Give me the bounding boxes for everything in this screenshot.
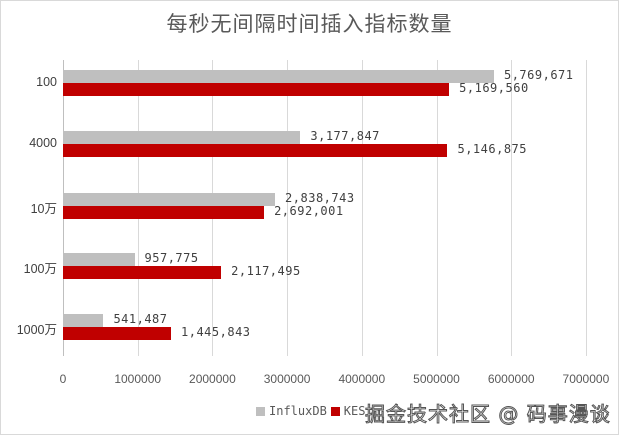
bar-kes [63, 83, 450, 96]
bar-kes [63, 144, 448, 157]
data-label: 2,117,495 [231, 264, 301, 278]
bar-influxdb [63, 193, 276, 206]
x-tick-label: 1000000 [114, 372, 162, 386]
bar-influxdb [63, 131, 301, 144]
data-label: 5,146,875 [457, 142, 527, 156]
x-tick-label: 5000000 [413, 372, 460, 386]
legend-item-kes: KES [330, 404, 366, 418]
gridline [511, 60, 513, 356]
x-tick-label: 7000000 [562, 372, 610, 386]
x-tick-label: 3000000 [263, 372, 311, 386]
data-label: 541,487 [113, 312, 168, 326]
legend-swatch-kes [330, 406, 340, 416]
category-label: 10万 [30, 202, 57, 216]
x-tick-label: 2000000 [189, 372, 236, 386]
x-tick-label: 0 [59, 372, 67, 386]
data-label: 5,769,671 [503, 68, 574, 82]
x-tick-label: 6000000 [487, 372, 535, 386]
gridline [436, 60, 438, 356]
legend-swatch-influxdb [256, 406, 265, 416]
category-label: 1000万 [16, 323, 57, 337]
bar-influxdb [63, 314, 104, 327]
bar-kes [63, 206, 265, 219]
category-label: 100万 [23, 262, 57, 276]
data-label: 3,177,847 [310, 129, 380, 143]
bar-kes [63, 266, 222, 279]
category-label: 100 [36, 75, 57, 89]
gridline [361, 60, 363, 356]
data-label: 2,692,001 [274, 204, 344, 218]
gridline [585, 60, 587, 356]
legend: InfluxDB KES [256, 404, 365, 418]
chart-title: 每秒无间隔时间插入指标数量 [166, 12, 453, 36]
bar-kes [63, 327, 171, 340]
data-label: 2,838,743 [285, 191, 355, 205]
category-label: 4000 [29, 136, 57, 150]
data-label: 957,775 [144, 251, 199, 265]
data-label: 1,445,843 [181, 325, 251, 339]
legend-item-influxdb: InfluxDB [256, 404, 327, 418]
data-label: 5,169,560 [459, 81, 529, 95]
bar-influxdb [63, 253, 135, 266]
gridline [287, 60, 289, 356]
bar-influxdb [63, 70, 494, 83]
x-tick-label: 4000000 [338, 372, 386, 386]
legend-label-kes: KES [343, 404, 366, 418]
legend-label-influxdb: InfluxDB [269, 404, 327, 418]
watermark: 掘金技术社区 @ 码事漫谈 [365, 402, 611, 427]
